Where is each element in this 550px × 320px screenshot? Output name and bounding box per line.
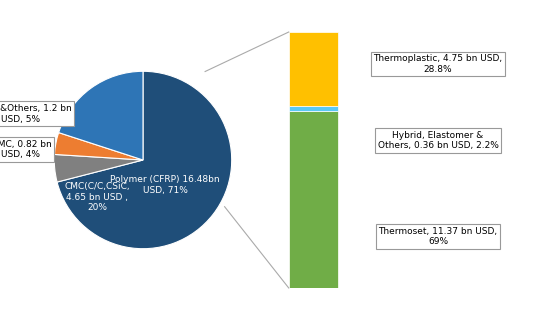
Wedge shape (54, 132, 143, 160)
Text: CMC(C/C,CSiC,
4.65 bn USD ,
20%: CMC(C/C,CSiC, 4.65 bn USD , 20% (64, 182, 130, 212)
Wedge shape (57, 71, 232, 249)
Text: Hybrid&Others, 1.2 bn
USD, 5%: Hybrid&Others, 1.2 bn USD, 5% (0, 104, 72, 124)
Bar (289, 111, 338, 288)
Bar (289, 106, 338, 111)
Text: Thermoset, 11.37 bn USD,
69%: Thermoset, 11.37 bn USD, 69% (378, 227, 498, 246)
Text: Thermoplastic, 4.75 bn USD,
28.8%: Thermoplastic, 4.75 bn USD, 28.8% (373, 54, 503, 74)
Text: Hybrid, Elastomer &
Others, 0.36 bn USD, 2.2%: Hybrid, Elastomer & Others, 0.36 bn USD,… (378, 131, 498, 150)
Wedge shape (54, 155, 143, 182)
Wedge shape (59, 71, 143, 160)
Bar (289, 32, 338, 106)
Text: Polymer (CFRP) 16.48bn
USD, 71%: Polymer (CFRP) 16.48bn USD, 71% (111, 175, 220, 195)
Text: MMC, 0.82 bn
USD, 4%: MMC, 0.82 bn USD, 4% (0, 140, 52, 159)
